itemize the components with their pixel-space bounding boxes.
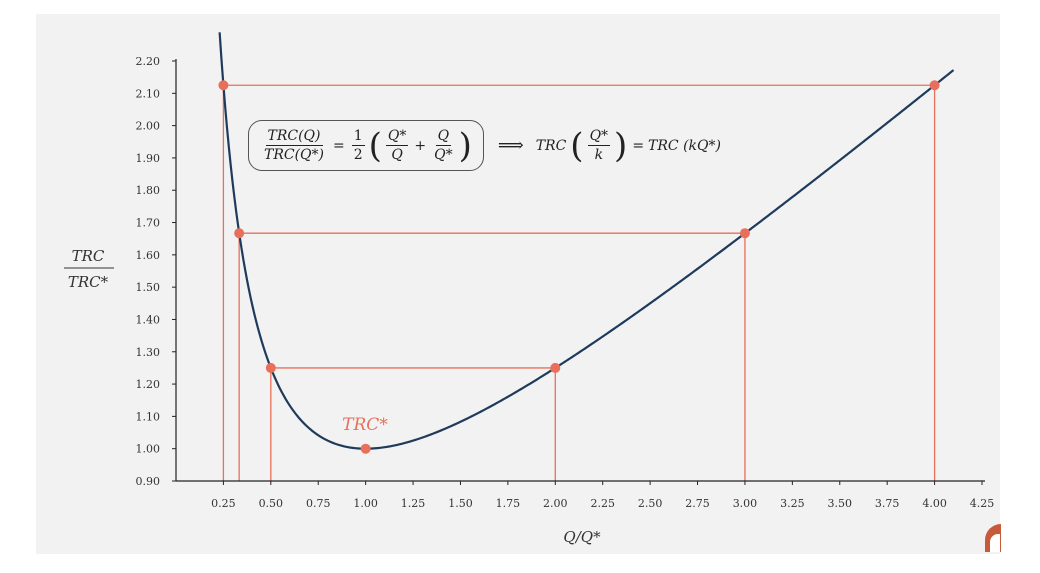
- data-point: [265, 362, 276, 373]
- x-axis-title: Q/Q*: [563, 528, 601, 546]
- y-tick-label: 0.90: [136, 475, 161, 488]
- plus-sign: +: [414, 137, 427, 154]
- y-tick-label: 1.80: [136, 184, 161, 197]
- x-tick-label: 0.75: [306, 497, 331, 510]
- term-b-denominator: Q*: [434, 147, 453, 163]
- ratio-fraction: TRC(Q) TRC(Q*): [262, 127, 326, 164]
- chart-panel: [36, 14, 1000, 554]
- equals-sign: =: [333, 137, 345, 154]
- rhs-equals: =: [632, 137, 645, 154]
- half-numerator: 1: [351, 128, 365, 146]
- y-axis-title-denominator: TRC*: [68, 273, 109, 291]
- data-point: [234, 228, 245, 239]
- data-point: [360, 443, 371, 454]
- half-fraction: 1 2: [351, 127, 365, 164]
- x-tick-label: 3.50: [828, 497, 853, 510]
- x-tick-label: 0.50: [259, 497, 284, 510]
- data-point: [218, 80, 229, 91]
- left-paren: (: [368, 125, 382, 166]
- implies-arrow: ⟹: [497, 135, 524, 156]
- term-b-numerator: Q: [435, 128, 452, 146]
- x-tick-label: 2.00: [543, 497, 568, 510]
- y-tick-label: 1.00: [136, 443, 161, 456]
- x-tick-label: 1.75: [496, 497, 521, 510]
- x-tick-label: 2.25: [590, 497, 615, 510]
- term-a-denominator: Q: [391, 147, 403, 163]
- x-tick-label: 1.50: [448, 497, 473, 510]
- x-tick-label: 3.00: [733, 497, 758, 510]
- y-tick-label: 1.70: [136, 217, 161, 230]
- x-tick-label: 0.25: [211, 497, 236, 510]
- rhs-right-paren: ): [614, 125, 628, 166]
- x-tick-label: 3.75: [875, 497, 900, 510]
- x-axis-ticks: 0.25 0.50 0.75 1.00 1.25 1.50 1.75 2.00 2.25 2.50…: [211, 481, 994, 510]
- x-tick-label: 3.25: [780, 497, 805, 510]
- x-tick-label: 2.50: [638, 497, 663, 510]
- data-point: [550, 362, 561, 373]
- y-tick-label: 2.00: [136, 120, 161, 133]
- corner-logo-icon: [985, 524, 1001, 552]
- data-points: [218, 80, 940, 454]
- min-point-label: TRC*: [342, 415, 388, 435]
- data-point: [739, 228, 750, 239]
- cost-curve: [218, 32, 955, 450]
- formula: TRC(Q) TRC(Q*) = 1 2 ( Q* Q + Q Q* ) ⟹ T…: [248, 120, 721, 171]
- x-tick-label: 2.75: [685, 497, 710, 510]
- formula-box: TRC(Q) TRC(Q*) = 1 2 ( Q* Q + Q Q* ): [248, 120, 484, 171]
- x-tick-label: 4.25: [970, 497, 995, 510]
- right-paren: ): [458, 125, 472, 166]
- y-axis-ticks: 0.90 1.00 1.10 1.20 1.30 1.40 1.50 1.60 1.70 1.80…: [136, 55, 176, 488]
- half-denominator: 2: [353, 147, 363, 163]
- rhs-left-paren: (: [570, 125, 584, 166]
- x-tick-label: 1.00: [353, 497, 378, 510]
- y-tick-label: 1.50: [136, 281, 161, 294]
- y-tick-label: 1.40: [136, 313, 161, 326]
- term-b-fraction: Q Q*: [432, 127, 454, 164]
- y-tick-label: 1.60: [136, 249, 161, 262]
- x-tick-label: 4.00: [922, 497, 947, 510]
- y-tick-label: 2.10: [136, 87, 161, 100]
- rhs-fraction: Q* k: [587, 127, 611, 164]
- y-tick-label: 1.90: [136, 152, 161, 165]
- ratio-denominator: TRC(Q*): [264, 147, 324, 163]
- rhs-suffix: TRC (kQ*): [648, 137, 721, 154]
- y-tick-label: 1.10: [136, 410, 161, 423]
- data-point: [929, 80, 940, 91]
- x-tick-label: 1.25: [401, 497, 426, 510]
- rhs-denominator: k: [594, 147, 604, 163]
- term-a-numerator: Q*: [385, 128, 409, 146]
- y-tick-label: 1.20: [136, 378, 161, 391]
- term-a-fraction: Q* Q: [385, 127, 409, 164]
- ratio-numerator: TRC(Q): [265, 128, 323, 146]
- y-tick-label: 2.20: [136, 55, 161, 68]
- rhs-numerator: Q*: [587, 128, 611, 146]
- y-axis-title-numerator: TRC: [72, 247, 105, 265]
- guide-lines: [222, 84, 936, 481]
- rhs-prefix: TRC: [535, 137, 567, 154]
- y-tick-label: 1.30: [136, 346, 161, 359]
